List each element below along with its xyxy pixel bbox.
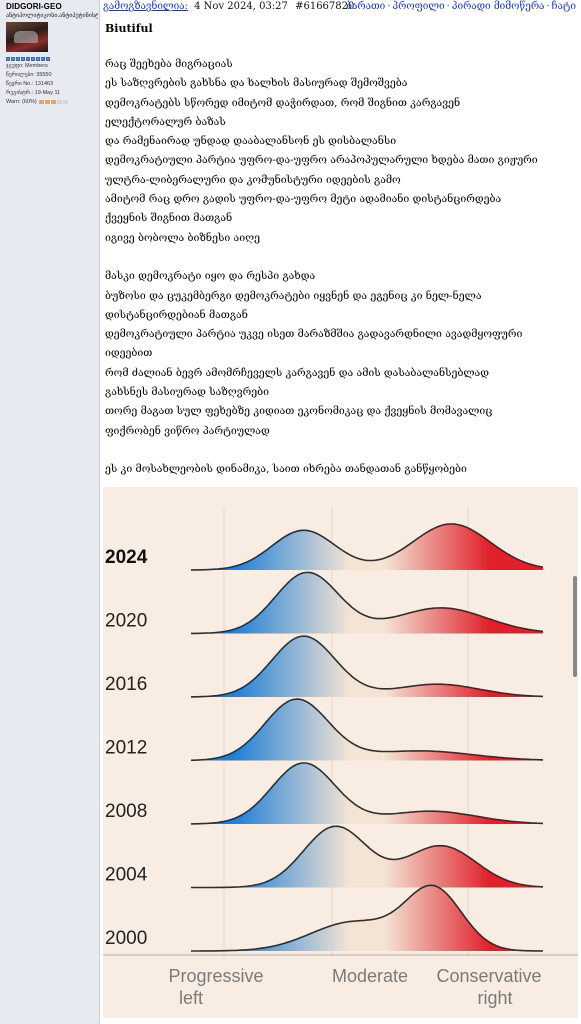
post-line: დემოკრატებს სწორედ იმიტომ დაჭირდათ, რომ … bbox=[105, 96, 461, 109]
post-line: ეს კი მოსახლეობის დინამიკა, საით იხრება … bbox=[105, 463, 467, 476]
rank-dot bbox=[6, 57, 10, 61]
ridge-area-2016 bbox=[191, 636, 543, 697]
header-links: ბარათი · პროფილი · პირადი მიმოწერა · ჩატი bbox=[346, 0, 576, 13]
x-tick-label: Moderate bbox=[332, 966, 408, 986]
ridge-area-2020 bbox=[191, 572, 543, 634]
username[interactable]: DIDGORI-GEO bbox=[6, 2, 62, 11]
link-separator: · bbox=[546, 1, 550, 12]
post-line: ელექტორალურ ბაზას bbox=[105, 115, 226, 128]
post-line: დისტანცირდებიან მათგან bbox=[105, 308, 248, 321]
post-line: დემოკრატიული პარტია უკვე ისეთ მარაზმშია … bbox=[105, 328, 523, 341]
rank-dot bbox=[11, 57, 15, 61]
rank-dot bbox=[26, 57, 30, 61]
post-line: ამიტომ რაც დრო გადის უფრო-და-უფრო მეტი ა… bbox=[105, 193, 502, 206]
post-line: ეს საზღვრების გახსნა და ხალხის მასიურად … bbox=[105, 77, 408, 90]
year-label: 2020 bbox=[105, 611, 147, 632]
warn-bar-segment bbox=[38, 100, 44, 104]
ridge-line-2024 bbox=[191, 523, 544, 571]
card-link[interactable]: ბარათი bbox=[346, 1, 386, 12]
posted-label[interactable]: გამოგზავნილია: bbox=[103, 1, 188, 12]
post-line: რომ ძალიან ბევრ ამომრჩეველს კარგავენ და … bbox=[105, 366, 489, 379]
warn-bar-segment bbox=[62, 100, 68, 104]
post-line: მასკი დემოკრატი იყო და რესპი გახდა bbox=[105, 270, 316, 283]
rank-dot bbox=[41, 57, 45, 61]
user-post-count: წერილები: 35550 bbox=[6, 72, 52, 78]
ridge-area-2008 bbox=[191, 763, 543, 824]
x-tick-label: Conservative right bbox=[436, 966, 541, 1008]
x-tick-label: Progressive left bbox=[168, 966, 263, 1008]
warn-level: Warn: (60%) bbox=[6, 98, 99, 106]
year-label: 2004 bbox=[105, 865, 148, 886]
rank-dot bbox=[46, 57, 50, 61]
rank-dot bbox=[36, 57, 40, 61]
ridge-line-2008 bbox=[190, 762, 544, 825]
post-line: ქვეყნის შიგნით მათგან bbox=[105, 212, 233, 225]
warn-bar-segment bbox=[44, 100, 50, 104]
private-message-link[interactable]: პირადი მიმოწერა bbox=[451, 1, 545, 12]
rank-dot bbox=[16, 57, 20, 61]
post-line: გახსნეს მასიურად საზღვრები bbox=[105, 386, 270, 399]
ridge-line-2012 bbox=[190, 698, 544, 762]
year-label: 2024 bbox=[105, 547, 148, 568]
year-label: 2016 bbox=[105, 674, 147, 695]
scrollbar[interactable] bbox=[573, 576, 577, 677]
user-profile-panel: DIDGORI-GEO ანტიპოლიტიკოსი.ანტიპუტინისტი… bbox=[0, 0, 100, 1024]
year-label: 2000 bbox=[105, 928, 147, 949]
rank-dot bbox=[31, 57, 35, 61]
post-line: ბუზოსი და ცუკემბერგი დემოკრატები იყვნენ … bbox=[105, 289, 482, 302]
ridge-line-2020 bbox=[191, 571, 544, 635]
post-line: რაც შეეხება მიგრაციას bbox=[105, 58, 233, 70]
post-line: ფიქრობენ ვიწრო პარტიულად bbox=[105, 424, 270, 437]
ridge-area-2012 bbox=[191, 699, 543, 761]
post-title: Biutiful bbox=[105, 22, 153, 35]
post-line: იდეებით bbox=[105, 347, 153, 360]
post-line: ულტრა-ლიბერალური და კომუნისტური იდეების … bbox=[105, 173, 401, 186]
ridge-area-2000 bbox=[191, 885, 543, 951]
rank-indicator bbox=[6, 57, 99, 61]
rank-dot bbox=[21, 57, 25, 61]
link-separator: · bbox=[446, 1, 450, 12]
user-member-number: წევრი No.: 131463 bbox=[6, 81, 54, 87]
user-registered: რეგისტრ.: 19-May 11 bbox=[6, 90, 61, 96]
post-line: თორე მაგათ სულ ფეხებზე კიდიათ ეკონომიკაც… bbox=[105, 405, 493, 418]
post-body: რაც შეეხება მიგრაციას ეს საზღვრების გახსნ… bbox=[105, 55, 575, 480]
year-label: 2012 bbox=[105, 738, 147, 759]
avatar[interactable] bbox=[6, 22, 48, 52]
ridge-line-2000 bbox=[191, 884, 544, 952]
ridge-line-2004 bbox=[191, 825, 544, 889]
warn-bar-segment bbox=[56, 100, 62, 104]
profile-link[interactable]: პროფილი bbox=[392, 1, 445, 12]
year-label: 2008 bbox=[105, 801, 147, 822]
ridge-area-2004 bbox=[191, 826, 543, 888]
post-line: დემოკრატიული პარტია უფრო-და-უფრო არაპოპუ… bbox=[105, 154, 538, 167]
ridge-line-2016 bbox=[190, 635, 544, 698]
paragraph-gap bbox=[105, 441, 575, 460]
post-line: და რამენაირად უნდად დააბალანსონ ეს დისბა… bbox=[105, 135, 397, 148]
post-number[interactable]: #61667820 bbox=[295, 1, 355, 12]
chart-svg: 2024 2020 2016 2012 2008 2004 2000 Progressive l… bbox=[103, 507, 578, 1008]
paragraph-gap bbox=[105, 248, 575, 267]
warn-bar bbox=[38, 100, 68, 104]
user-group: ჯგუფი: Members bbox=[6, 63, 48, 69]
link-separator: · bbox=[387, 1, 391, 12]
post-line: იგივე ბობოლა ბიზნესი აიღე bbox=[105, 231, 260, 244]
chat-link[interactable]: ჩატი bbox=[551, 1, 576, 12]
post-header: გამოგზავნილია: 4 Nov 2024, 03:27 #616678… bbox=[103, 0, 581, 13]
post-content: Biutiful რაც შეეხება მიგრაციას ეს საზღვრე… bbox=[105, 22, 575, 480]
post-date: 4 Nov 2024, 03:27 bbox=[194, 1, 288, 12]
ridgeline-chart: 2024 2020 2016 2012 2008 2004 2000 Progressive l… bbox=[103, 487, 578, 1018]
warn-bar-segment bbox=[50, 100, 56, 104]
user-title: ანტიპოლიტიკოსი.ანტიპუტინისტი bbox=[6, 13, 98, 19]
ridge-area-2024 bbox=[191, 523, 543, 570]
warn-label: Warn: (60%) bbox=[6, 99, 37, 105]
